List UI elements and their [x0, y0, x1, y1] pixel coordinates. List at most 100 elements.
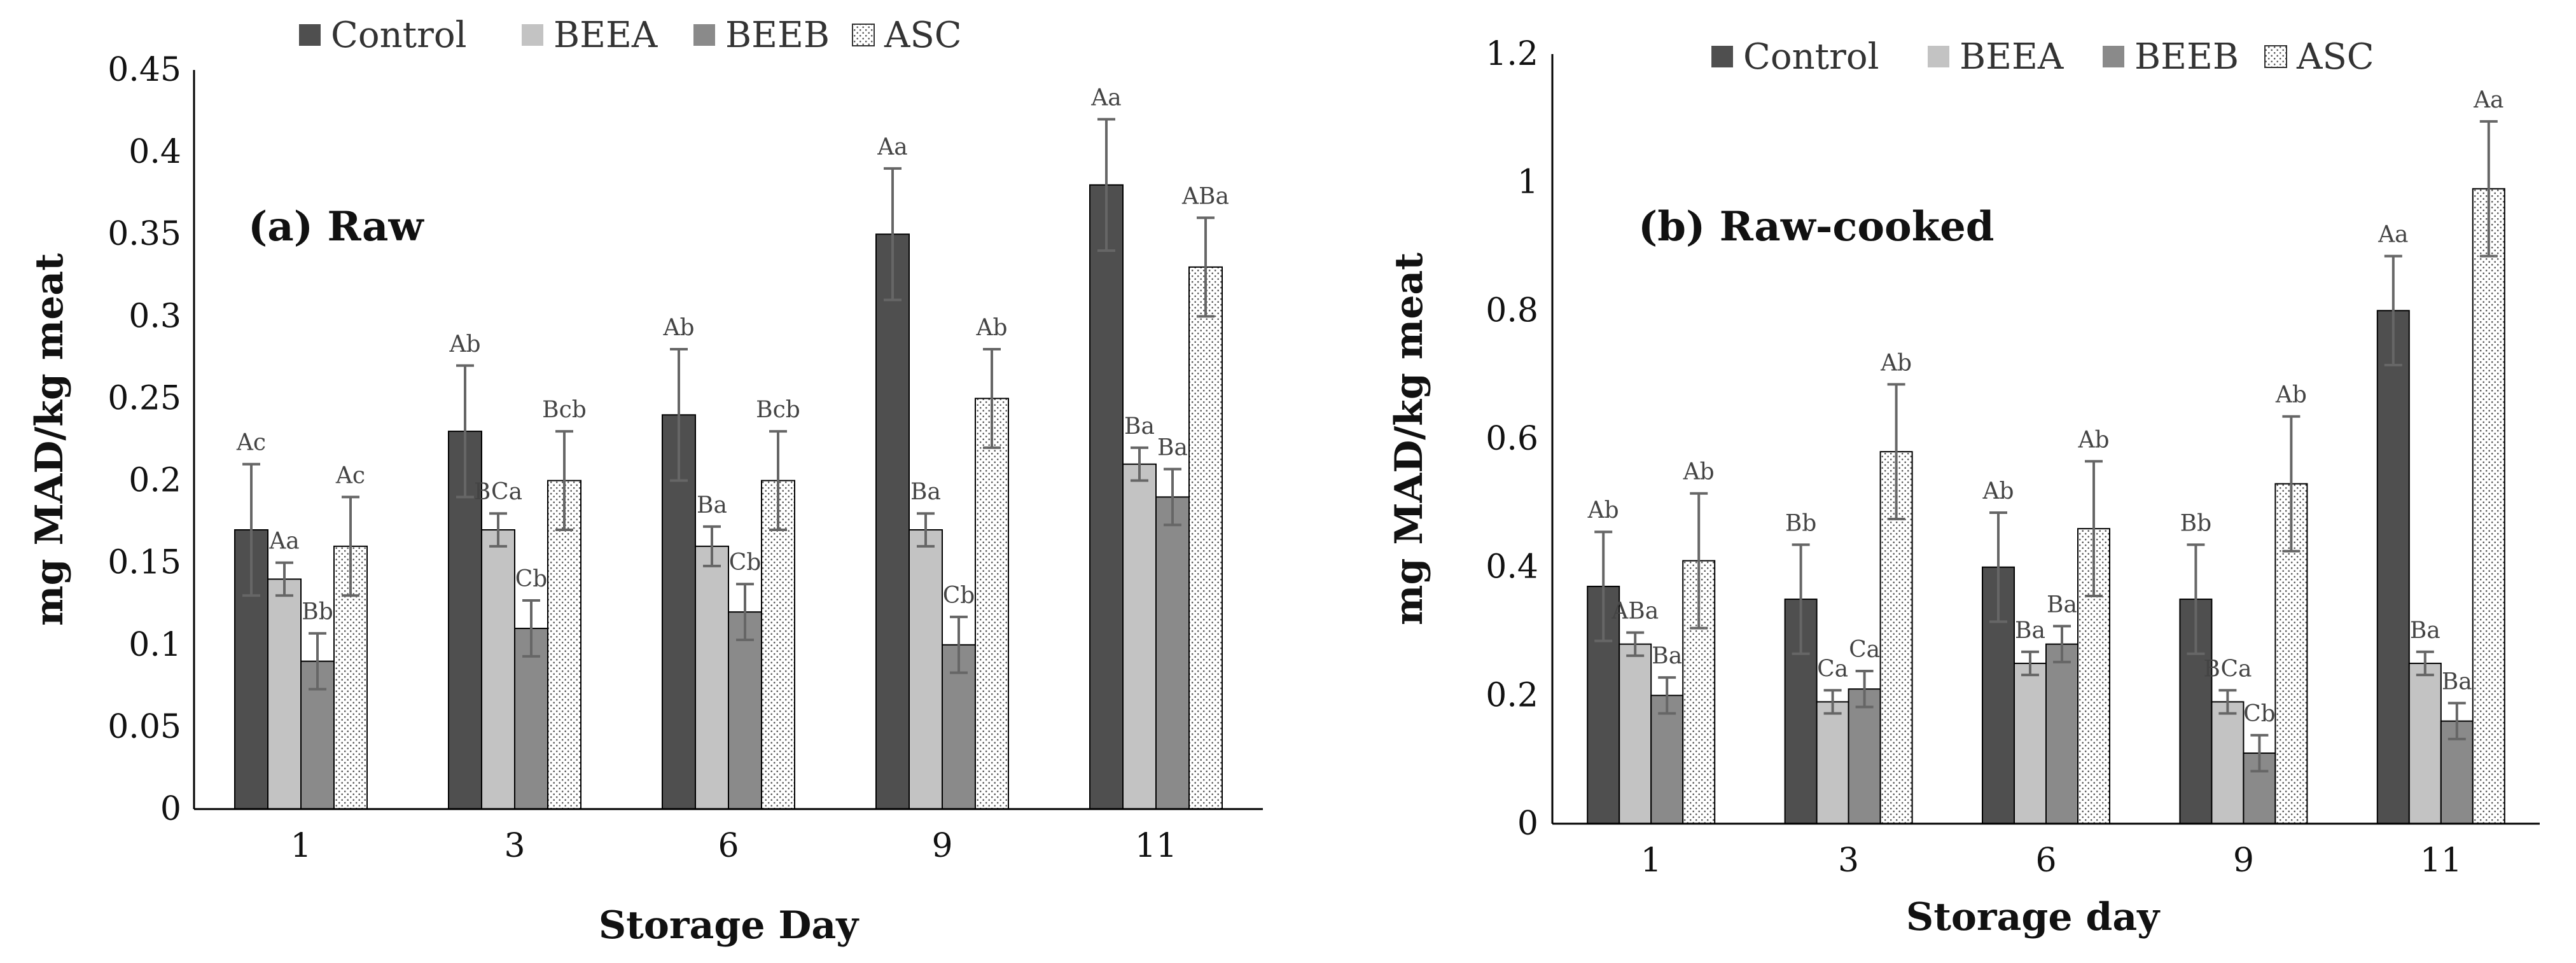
legend-label-control: Control [331, 15, 467, 56]
bar-beea-day-1 [1619, 643, 1652, 825]
bars [1587, 188, 2505, 825]
error-bars [242, 118, 1215, 691]
significance-letter: Aa [268, 529, 299, 555]
y-tick-label: 0.2 [1486, 676, 1538, 714]
significance-letter: Cb [943, 583, 975, 609]
significance-letter: Cb [515, 566, 548, 592]
legend-label-asc: ASC [884, 15, 962, 56]
significance-letter: Ba [2047, 592, 2077, 618]
chart-legend: Control BEEA BEEB ASC [1711, 36, 2374, 78]
chart-panel-raw: Control BEEA BEEB ASC (a) Raw 0 0.05 0.1 0.… [27, 15, 1263, 948]
legend-label-asc: ASC [2296, 36, 2374, 78]
legend-swatch-control [1711, 46, 1733, 67]
legend-label-beea: BEEA [1960, 36, 2064, 78]
x-tick-label: 11 [2420, 842, 2462, 880]
significance-letters: AcAaBbAcAbBCaCbBcbAbBaCbBcbAaBaCbAbAaBaB… [236, 85, 1229, 625]
legend-item-beea: BEEA [522, 15, 658, 56]
significance-letter: Ab [1587, 497, 1619, 523]
significance-letter: Ab [2275, 382, 2307, 408]
significance-letter: Ba [697, 492, 727, 518]
x-tick-label: 3 [504, 827, 525, 865]
x-tick-label: 11 [1135, 827, 1177, 865]
y-tick-label: 0.4 [1486, 548, 1538, 586]
y-tick-label: 0 [160, 790, 181, 828]
panel-title: (a) Raw [248, 203, 424, 251]
y-axis-title: mg MAD/kg meat [27, 253, 72, 626]
bar-beea-day-1 [267, 578, 302, 810]
chart-legend: Control BEEA BEEB ASC [299, 15, 962, 56]
legend-item-asc: ASC [852, 15, 962, 56]
bar-beeb-day-1 [1650, 695, 1684, 825]
significance-letter: BCa [474, 479, 522, 505]
significance-letters: AbABaBaAbBbCaCaAbAbBaBaAbBbBCaCbAbAaBaBa… [1587, 87, 2504, 727]
y-tick-label: 0.4 [129, 133, 181, 171]
significance-letter: Aa [2378, 222, 2408, 248]
y-tick-label: 0.15 [108, 544, 181, 582]
significance-letter: Ab [1982, 478, 2014, 504]
significance-letter: Ba [2442, 669, 2472, 695]
y-tick-label: 1.2 [1486, 35, 1538, 73]
significance-letter: ABa [1181, 183, 1229, 209]
y-tick-label: 0.25 [108, 379, 181, 417]
legend-item-asc: ASC [2264, 36, 2374, 78]
bar-beea-day-3 [1816, 701, 1849, 824]
y-tick-label: 0.3 [129, 297, 181, 335]
significance-letter: Ba [1157, 434, 1188, 461]
bar-beeb-day-11 [1155, 496, 1190, 810]
bar-asc-day-3 [547, 480, 581, 810]
y-tick-label: 1 [1517, 163, 1538, 202]
significance-letter: Ca [1817, 656, 1848, 682]
legend-item-beeb: BEEB [2103, 36, 2239, 78]
bar-control-day-11 [1089, 184, 1124, 810]
x-tick-label: 9 [2233, 842, 2254, 880]
y-tick-label: 0.2 [129, 462, 181, 500]
legend-item-beeb: BEEB [693, 15, 830, 56]
bar-beea-day-9 [909, 529, 943, 810]
bar-beea-day-9 [2211, 701, 2245, 824]
significance-letter: Ba [2410, 618, 2440, 644]
significance-letter: Ab [1880, 350, 1912, 376]
legend-label-beea: BEEA [553, 15, 658, 56]
significance-letter: Ab [449, 331, 480, 357]
legend-label-beeb: BEEB [2134, 36, 2239, 78]
significance-letter: Bcb [542, 397, 587, 423]
y-axis-title: mg MAD/kg meat [1387, 253, 1431, 625]
legend-label-control: Control [1743, 36, 1879, 78]
significance-letter: Bb [1785, 510, 1817, 536]
x-tick-label: 3 [1838, 842, 1859, 880]
bar-asc-day-11 [2472, 188, 2505, 824]
significance-letter: Bcb [756, 397, 800, 423]
y-tick-label: 0 [1517, 805, 1538, 843]
legend-item-beea: BEEA [1928, 36, 2064, 78]
significance-letter: Ba [2015, 618, 2045, 644]
y-axis-ticks: 0 0.05 0.1 0.15 0.2 0.25 0.3 0.35 0.4 0.45 [108, 51, 181, 828]
error-bars [1594, 120, 2498, 773]
legend-item-control: Control [299, 15, 467, 56]
legend-swatch-beea [522, 24, 543, 46]
significance-letter: Aa [1090, 85, 1121, 111]
legend-item-control: Control [1711, 36, 1879, 78]
x-tick-label: 1 [1641, 842, 1662, 880]
significance-letter: Aa [2473, 87, 2503, 113]
chart-panel-raw-cooked: Control BEEA BEEB ASC (b) Raw-cooked 0 0.… [1387, 35, 2540, 939]
legend-swatch-asc [2264, 45, 2287, 68]
bar-beeb-day-3 [1848, 688, 1881, 824]
x-tick-label: 6 [2035, 842, 2056, 880]
bar-beea-day-6 [2014, 662, 2047, 824]
significance-letter: Ab [1683, 459, 1715, 485]
significance-letter: Cb [729, 550, 762, 576]
x-tick-label: 1 [290, 827, 311, 865]
significance-letter: Ba [910, 479, 941, 505]
significance-letter: Ab [662, 315, 694, 341]
significance-letter: Bb [2180, 510, 2212, 536]
x-axis-title: Storage day [1906, 895, 2161, 939]
bar-control-day-9 [875, 233, 910, 810]
legend-label-beeb: BEEB [725, 15, 830, 56]
panel-title: (b) Raw-cooked [1638, 203, 1995, 251]
bar-asc-day-6 [761, 480, 795, 810]
significance-letter: Cb [2243, 701, 2276, 727]
significance-letter: Ba [1124, 413, 1155, 440]
bar-beea-day-11 [2408, 662, 2442, 824]
x-tick-label: 6 [718, 827, 739, 865]
